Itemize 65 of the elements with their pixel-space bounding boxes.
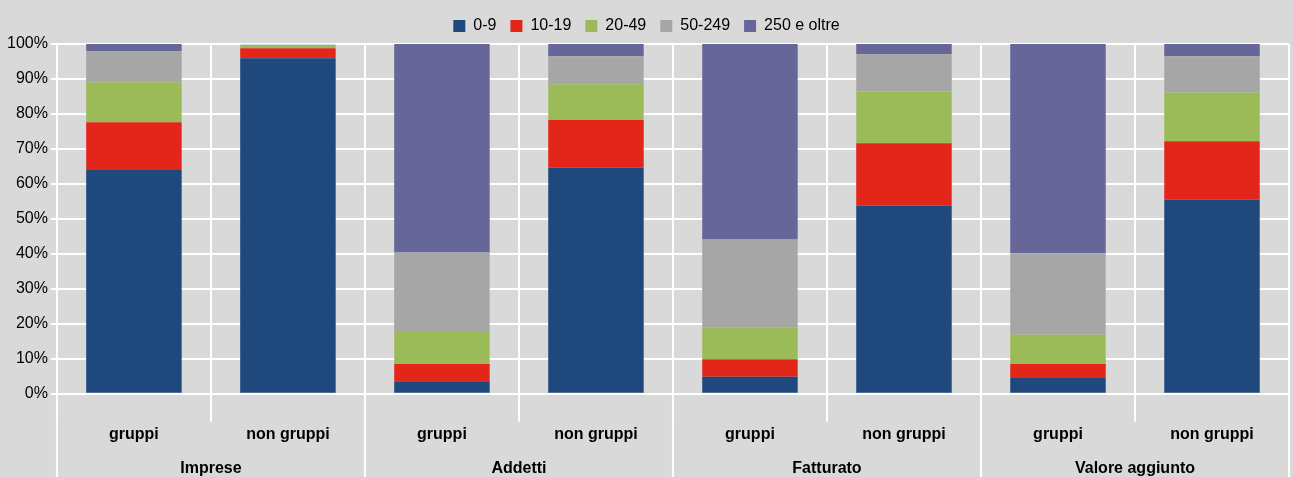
bar [394, 381, 490, 393]
bar [856, 205, 952, 393]
legend-label: 10-19 [530, 16, 572, 34]
y-tick-label: 40% [15, 244, 48, 262]
x-tick-label: gruppi [1033, 424, 1083, 442]
bar [1164, 199, 1260, 393]
bar [1010, 334, 1106, 365]
text: Valore aggiunto [1074, 459, 1196, 477]
y-tick-label: 70% [15, 139, 48, 157]
bar [1010, 378, 1106, 393]
text: Fatturato [792, 459, 862, 477]
x-tick-label: non gruppi [862, 424, 946, 442]
x-tick-label: non gruppi [246, 424, 330, 442]
text: Addetti [491, 459, 547, 477]
bar [856, 91, 952, 144]
y-tick-label: 10% [15, 349, 48, 367]
bar [702, 239, 798, 328]
bar [240, 58, 336, 393]
bar [1010, 253, 1106, 335]
bar [1164, 141, 1260, 200]
legend-label: 0-9 [473, 16, 497, 34]
bar [86, 44, 182, 52]
legend-label: 20-49 [605, 16, 647, 34]
bar [548, 84, 644, 120]
bar [856, 44, 952, 55]
x-tick-label: non gruppi [1170, 424, 1254, 442]
x-tick-label: gruppi [417, 424, 467, 442]
bar [240, 48, 336, 59]
y-tick-label: 90% [15, 69, 48, 87]
bar [86, 122, 182, 170]
bar [548, 44, 644, 57]
y-tick-label: 30% [15, 279, 48, 297]
bar [394, 252, 490, 332]
text: Imprese [180, 459, 242, 477]
x-tick-label: gruppi [725, 424, 775, 442]
y-tick-label: 80% [15, 104, 48, 122]
bar [1164, 56, 1260, 93]
y-tick-label: 50% [15, 209, 48, 227]
bar [394, 364, 490, 382]
bar [86, 51, 182, 83]
bar [702, 359, 798, 377]
bar [394, 44, 490, 253]
bar [1164, 92, 1260, 142]
bar [86, 169, 182, 393]
bar [548, 167, 644, 393]
y-tick-label: 20% [15, 314, 48, 332]
bar [1010, 44, 1106, 254]
y-tick-label: 100% [7, 34, 48, 52]
bar [856, 143, 952, 206]
legend-label: 250 e oltre [764, 16, 840, 34]
bar [1164, 44, 1260, 57]
y-tick-label: 0% [24, 384, 48, 402]
y-tick-label: 60% [15, 174, 48, 192]
bar [548, 119, 644, 168]
bar [856, 54, 952, 92]
bar [702, 376, 798, 393]
x-tick-label: gruppi [109, 424, 159, 442]
bar [86, 82, 182, 123]
bar [548, 56, 644, 85]
bar [1010, 364, 1106, 379]
bar [702, 44, 798, 240]
bar [702, 327, 798, 360]
x-tick-label: non gruppi [554, 424, 638, 442]
legend-label: 50-249 [680, 16, 731, 34]
bar [394, 331, 490, 365]
